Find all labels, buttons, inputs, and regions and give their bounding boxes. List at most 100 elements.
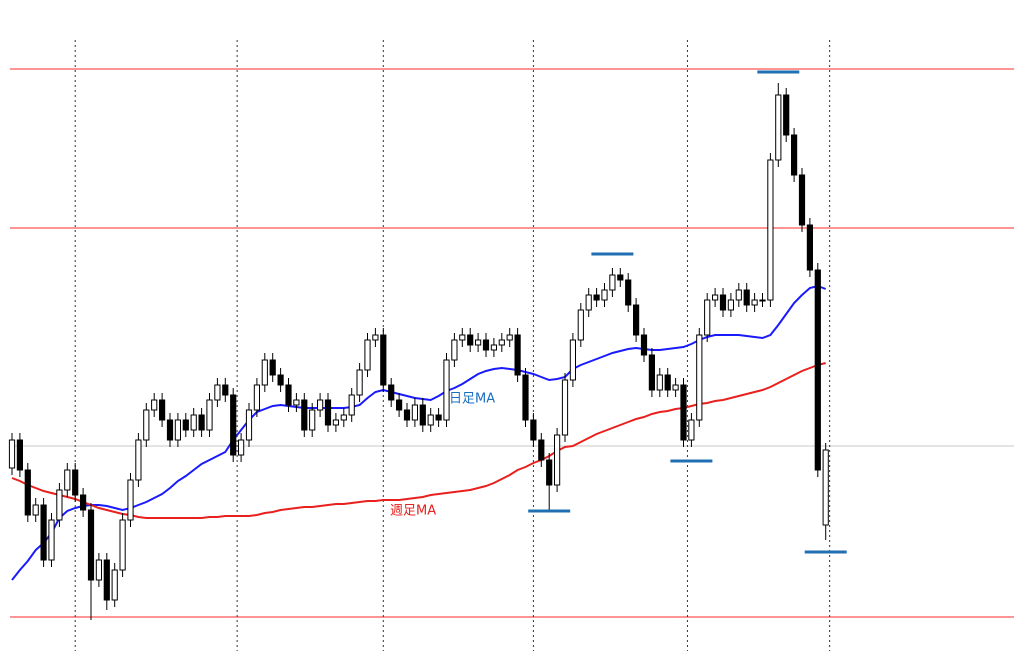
candle-body bbox=[609, 274, 616, 291]
candle-body bbox=[625, 279, 632, 306]
candle-body bbox=[664, 374, 671, 391]
candle-body bbox=[443, 359, 450, 421]
candle-body bbox=[593, 294, 600, 301]
candle-body bbox=[245, 409, 253, 441]
candle-body bbox=[546, 459, 553, 486]
candle-body bbox=[475, 339, 482, 346]
candle-body bbox=[482, 339, 490, 351]
candle-body bbox=[166, 419, 174, 441]
candle-body bbox=[198, 414, 205, 431]
candle-body bbox=[451, 339, 458, 361]
candle-body bbox=[72, 469, 79, 496]
candle-body bbox=[80, 494, 87, 511]
candle-body bbox=[775, 94, 782, 161]
candle-body bbox=[633, 304, 640, 336]
candle-body bbox=[356, 369, 363, 396]
candle-body bbox=[143, 409, 150, 441]
candle-body bbox=[783, 94, 790, 136]
candle-body bbox=[56, 489, 63, 521]
candle-body bbox=[87, 509, 95, 581]
candle-body bbox=[135, 439, 142, 481]
candle-body bbox=[380, 334, 387, 386]
candle-body bbox=[538, 439, 545, 461]
candle-body bbox=[617, 274, 624, 281]
candle-body bbox=[340, 414, 347, 421]
candle-body bbox=[277, 374, 284, 386]
candle-body bbox=[206, 399, 213, 431]
candle-body bbox=[712, 294, 719, 301]
candle-body bbox=[751, 299, 758, 306]
candle-body bbox=[735, 289, 742, 301]
candle-body bbox=[743, 289, 750, 306]
candle-body bbox=[411, 404, 418, 421]
candle-body bbox=[348, 394, 355, 416]
candle-body bbox=[403, 409, 411, 421]
candle-body bbox=[554, 434, 561, 486]
candle-body bbox=[40, 504, 47, 561]
candle-layer bbox=[8, 83, 829, 620]
candle-body bbox=[648, 354, 655, 391]
candle-body bbox=[222, 384, 229, 396]
candle-body bbox=[64, 469, 71, 491]
candle-body bbox=[601, 289, 608, 301]
candle-body bbox=[719, 294, 727, 311]
candle-body bbox=[332, 419, 339, 426]
candle-body bbox=[230, 394, 237, 456]
candle-body bbox=[435, 414, 442, 421]
candle-body bbox=[561, 379, 569, 436]
candle-body bbox=[585, 294, 592, 311]
candle-body bbox=[727, 299, 734, 311]
candle-body bbox=[798, 174, 806, 226]
candle-body bbox=[214, 384, 221, 401]
candle-body bbox=[688, 419, 695, 441]
candle-body bbox=[127, 479, 134, 521]
candle-body bbox=[317, 399, 324, 411]
candle-body bbox=[16, 439, 23, 471]
candle-body bbox=[293, 399, 300, 406]
candle-body bbox=[577, 309, 584, 341]
candle-body bbox=[309, 409, 316, 431]
candle-body bbox=[95, 559, 103, 581]
candle-body bbox=[388, 384, 395, 401]
candle-body bbox=[301, 399, 308, 431]
marker-layer bbox=[528, 70, 847, 554]
candle-body bbox=[182, 419, 189, 431]
candle-body bbox=[119, 519, 126, 571]
candle-body bbox=[269, 359, 276, 376]
candle-body bbox=[791, 134, 798, 176]
candle-body bbox=[498, 339, 505, 346]
candle-body bbox=[530, 419, 537, 441]
candle-body bbox=[419, 404, 426, 426]
candle-body bbox=[159, 399, 166, 421]
candle-body bbox=[656, 374, 663, 391]
candle-body bbox=[522, 374, 529, 421]
candle-body bbox=[364, 339, 371, 371]
candle-body bbox=[174, 419, 182, 441]
candle-body bbox=[285, 384, 292, 406]
candle-body bbox=[151, 399, 158, 411]
candle-body bbox=[569, 339, 576, 381]
candle-body bbox=[490, 344, 497, 351]
ma-layer bbox=[11, 284, 827, 581]
candle-body bbox=[696, 334, 703, 421]
candle-body bbox=[767, 159, 774, 301]
moving-average-line bbox=[11, 284, 827, 581]
candle-body bbox=[814, 269, 821, 471]
candle-body bbox=[111, 569, 118, 601]
candle-body bbox=[253, 384, 261, 411]
candle-body bbox=[467, 334, 474, 346]
candle-body bbox=[704, 299, 711, 336]
candle-body bbox=[24, 469, 31, 516]
candle-body bbox=[48, 519, 55, 561]
candle-body bbox=[190, 414, 197, 431]
grid-layer bbox=[10, 40, 1014, 651]
candle-body bbox=[261, 359, 268, 386]
candle-body bbox=[806, 224, 813, 271]
moving-average-line bbox=[11, 362, 826, 519]
candle-body bbox=[759, 299, 766, 302]
candle-body bbox=[680, 384, 687, 441]
candle-body bbox=[822, 449, 829, 526]
candle-body bbox=[238, 439, 245, 456]
